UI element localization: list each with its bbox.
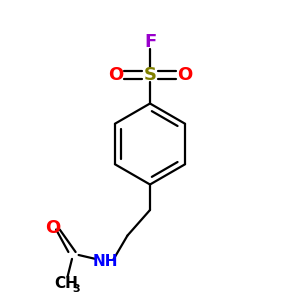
Text: NH: NH [92, 254, 118, 268]
Text: S: S [143, 66, 157, 84]
Text: O: O [108, 66, 123, 84]
Text: 3: 3 [72, 284, 80, 295]
Text: O: O [177, 66, 192, 84]
Text: F: F [144, 33, 156, 51]
Text: CH: CH [54, 276, 78, 291]
Text: O: O [45, 219, 60, 237]
